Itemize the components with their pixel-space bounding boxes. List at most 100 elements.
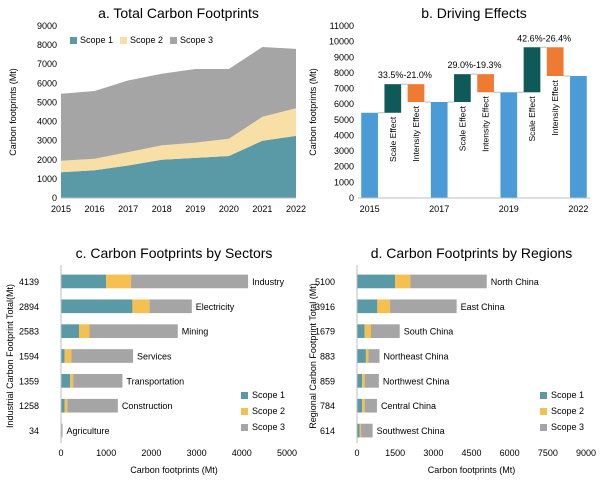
waterfall-scale-percent: 29.0% (447, 60, 473, 70)
legend-label: Scope 3 (180, 35, 213, 45)
chart-b-y-tick-label: 9000 (334, 52, 354, 62)
chart-b-y-tick-label: 8000 (334, 68, 354, 78)
d-category-label: Northwest China (383, 376, 450, 386)
d-category-label: Northeast China (383, 352, 448, 362)
waterfall-effect-label: Intensity Effect (550, 79, 560, 135)
chart-c-title: c. Carbon Footprints by Sectors (76, 245, 273, 261)
d-legend-label: Scope 2 (551, 406, 584, 416)
d-x-axis-label: Carbon footprints (Mt) (428, 465, 516, 475)
c-total-label: 1594 (19, 352, 39, 362)
chart-b-x-tick-label: 2017 (429, 204, 449, 214)
legend-swatch-scope-3 (170, 37, 177, 44)
c-x-tick-label: 0 (58, 448, 63, 458)
waterfall-effect-label: Scale Effect (527, 96, 537, 142)
chart-b-title: b. Driving Effects (421, 5, 527, 21)
legend-swatch-scope-2 (120, 37, 127, 44)
chart-b-x-tick-label: 2015 (360, 204, 380, 214)
legend-label: Scope 2 (130, 35, 163, 45)
d-bar-segment-scope-3 (390, 299, 457, 314)
c-x-axis-label: Carbon footprints (Mt) (130, 465, 218, 475)
c-bar-segment-scope-1 (61, 274, 107, 289)
c-total-label: 2894 (19, 302, 39, 312)
d-bar-segment-scope-2 (362, 398, 365, 413)
c-bar-segment-scope-1 (61, 398, 65, 413)
d-bar-segment-scope-3 (370, 324, 400, 338)
chart-a-y-tick-label: 5000 (37, 97, 57, 107)
chart-b-y-tick-label: 1000 (334, 177, 354, 187)
d-bar-segment-scope-2 (359, 423, 362, 438)
c-bar-segment-scope-3 (73, 374, 123, 388)
waterfall-effect-label: Scale Effect (457, 105, 467, 151)
d-bar-segment-scope-2 (365, 349, 369, 363)
d-total-label: 5100 (315, 277, 335, 287)
c-total-label: 34 (29, 426, 39, 436)
d-legend-label: Scope 1 (551, 390, 584, 400)
chart-a: a. Total Carbon Footprints 0 1000 2000 3000 4… (8, 5, 306, 214)
waterfall-scale-percent: 42.6% (517, 33, 543, 43)
area-scope-3 (61, 47, 296, 161)
waterfall-bar-total (430, 101, 448, 198)
d-category-label: North China (491, 277, 539, 287)
d-bar-segment-scope-1 (357, 374, 363, 388)
c-bar-segment-scope-3 (149, 299, 192, 314)
chart-a-y-axis-label: Carbon footprints (Mt) (8, 68, 18, 156)
legend-label: Scope 1 (80, 35, 113, 45)
d-total-label: 883 (320, 352, 335, 362)
c-category-label: Industry (252, 277, 285, 287)
chart-a-y-tick-label: 6000 (37, 78, 57, 88)
c-x-tick-label: 5000 (277, 448, 297, 458)
d-bar-segment-scope-2 (362, 374, 365, 388)
chart-a-x-tick-label: 2016 (85, 204, 105, 214)
d-bar-segment-scope-3 (364, 374, 379, 388)
chart-b-y-tick-label: 4000 (334, 130, 354, 140)
d-bar-segment-scope-3 (361, 423, 373, 438)
chart-c: c. Carbon Footprints by Sectors Industry 4… (5, 245, 297, 475)
chart-b-y-tick-label: 7000 (334, 84, 354, 94)
c-bar-segment-scope-2 (70, 374, 74, 388)
chart-b-y-tick-label: 10000 (329, 37, 354, 47)
chart-b-x-tick-label: 2022 (568, 204, 588, 214)
d-bar-segment-scope-2 (395, 274, 411, 289)
chart-a-x-tick-label: 2022 (286, 204, 306, 214)
waterfall-intensity-percent: -26.4% (543, 33, 572, 43)
waterfall-bar-scale (454, 74, 471, 102)
c-category-label: Services (137, 352, 172, 362)
d-total-label: 784 (320, 401, 335, 411)
d-category-label: Central China (381, 401, 436, 411)
d-legend-swatch (540, 408, 547, 415)
chart-b-y-tick-label: 2000 (334, 162, 354, 172)
d-y-axis-label: Regional Carbon Footprint Total (Mt) (308, 283, 318, 428)
c-x-tick-label: 4000 (232, 448, 252, 458)
c-legend-label: Scope 2 (252, 406, 285, 416)
waterfall-intensity-percent: -19.3% (473, 60, 502, 70)
c-x-tick-label: 1000 (96, 448, 116, 458)
c-bar-segment-scope-3 (67, 398, 118, 413)
d-x-tick-label: 0 (354, 448, 359, 458)
waterfall-bar-scale (523, 47, 541, 93)
area-scope-2 (61, 108, 296, 173)
d-bar-segment-scope-3 (410, 274, 487, 289)
chart-a-y-tick-label: 2000 (37, 155, 57, 165)
chart-a-y-tick-label: 7000 (37, 59, 57, 69)
c-bar-segment-scope-2 (132, 299, 150, 314)
chart-a-y-tick-label: 4000 (37, 117, 57, 127)
c-category-label: Construction (122, 401, 173, 411)
chart-a-x-tick-label: 2018 (152, 204, 172, 214)
chart-a-x-tick-label: 2015 (51, 204, 71, 214)
d-category-label: Southwest China (377, 426, 445, 436)
waterfall-effect-label: Intensity Effect (481, 96, 491, 152)
d-bar-segment-scope-2 (377, 299, 391, 314)
c-category-label: Transportation (126, 376, 184, 386)
d-bar-segment-scope-1 (357, 349, 366, 363)
chart-b-y-tick-label: 6000 (334, 99, 354, 109)
d-bar-segment-scope-1 (357, 423, 360, 438)
c-bar-segment-scope-3 (61, 423, 63, 438)
chart-a-y-tick-label: 0 (52, 193, 57, 203)
c-total-label: 2583 (19, 327, 39, 337)
c-bar-segment-scope-1 (61, 324, 80, 338)
d-bar-segment-scope-3 (364, 398, 377, 413)
c-bar-segment-scope-2 (106, 274, 132, 289)
d-legend-label: Scope 3 (551, 422, 584, 432)
waterfall-bar-scale (384, 84, 402, 113)
